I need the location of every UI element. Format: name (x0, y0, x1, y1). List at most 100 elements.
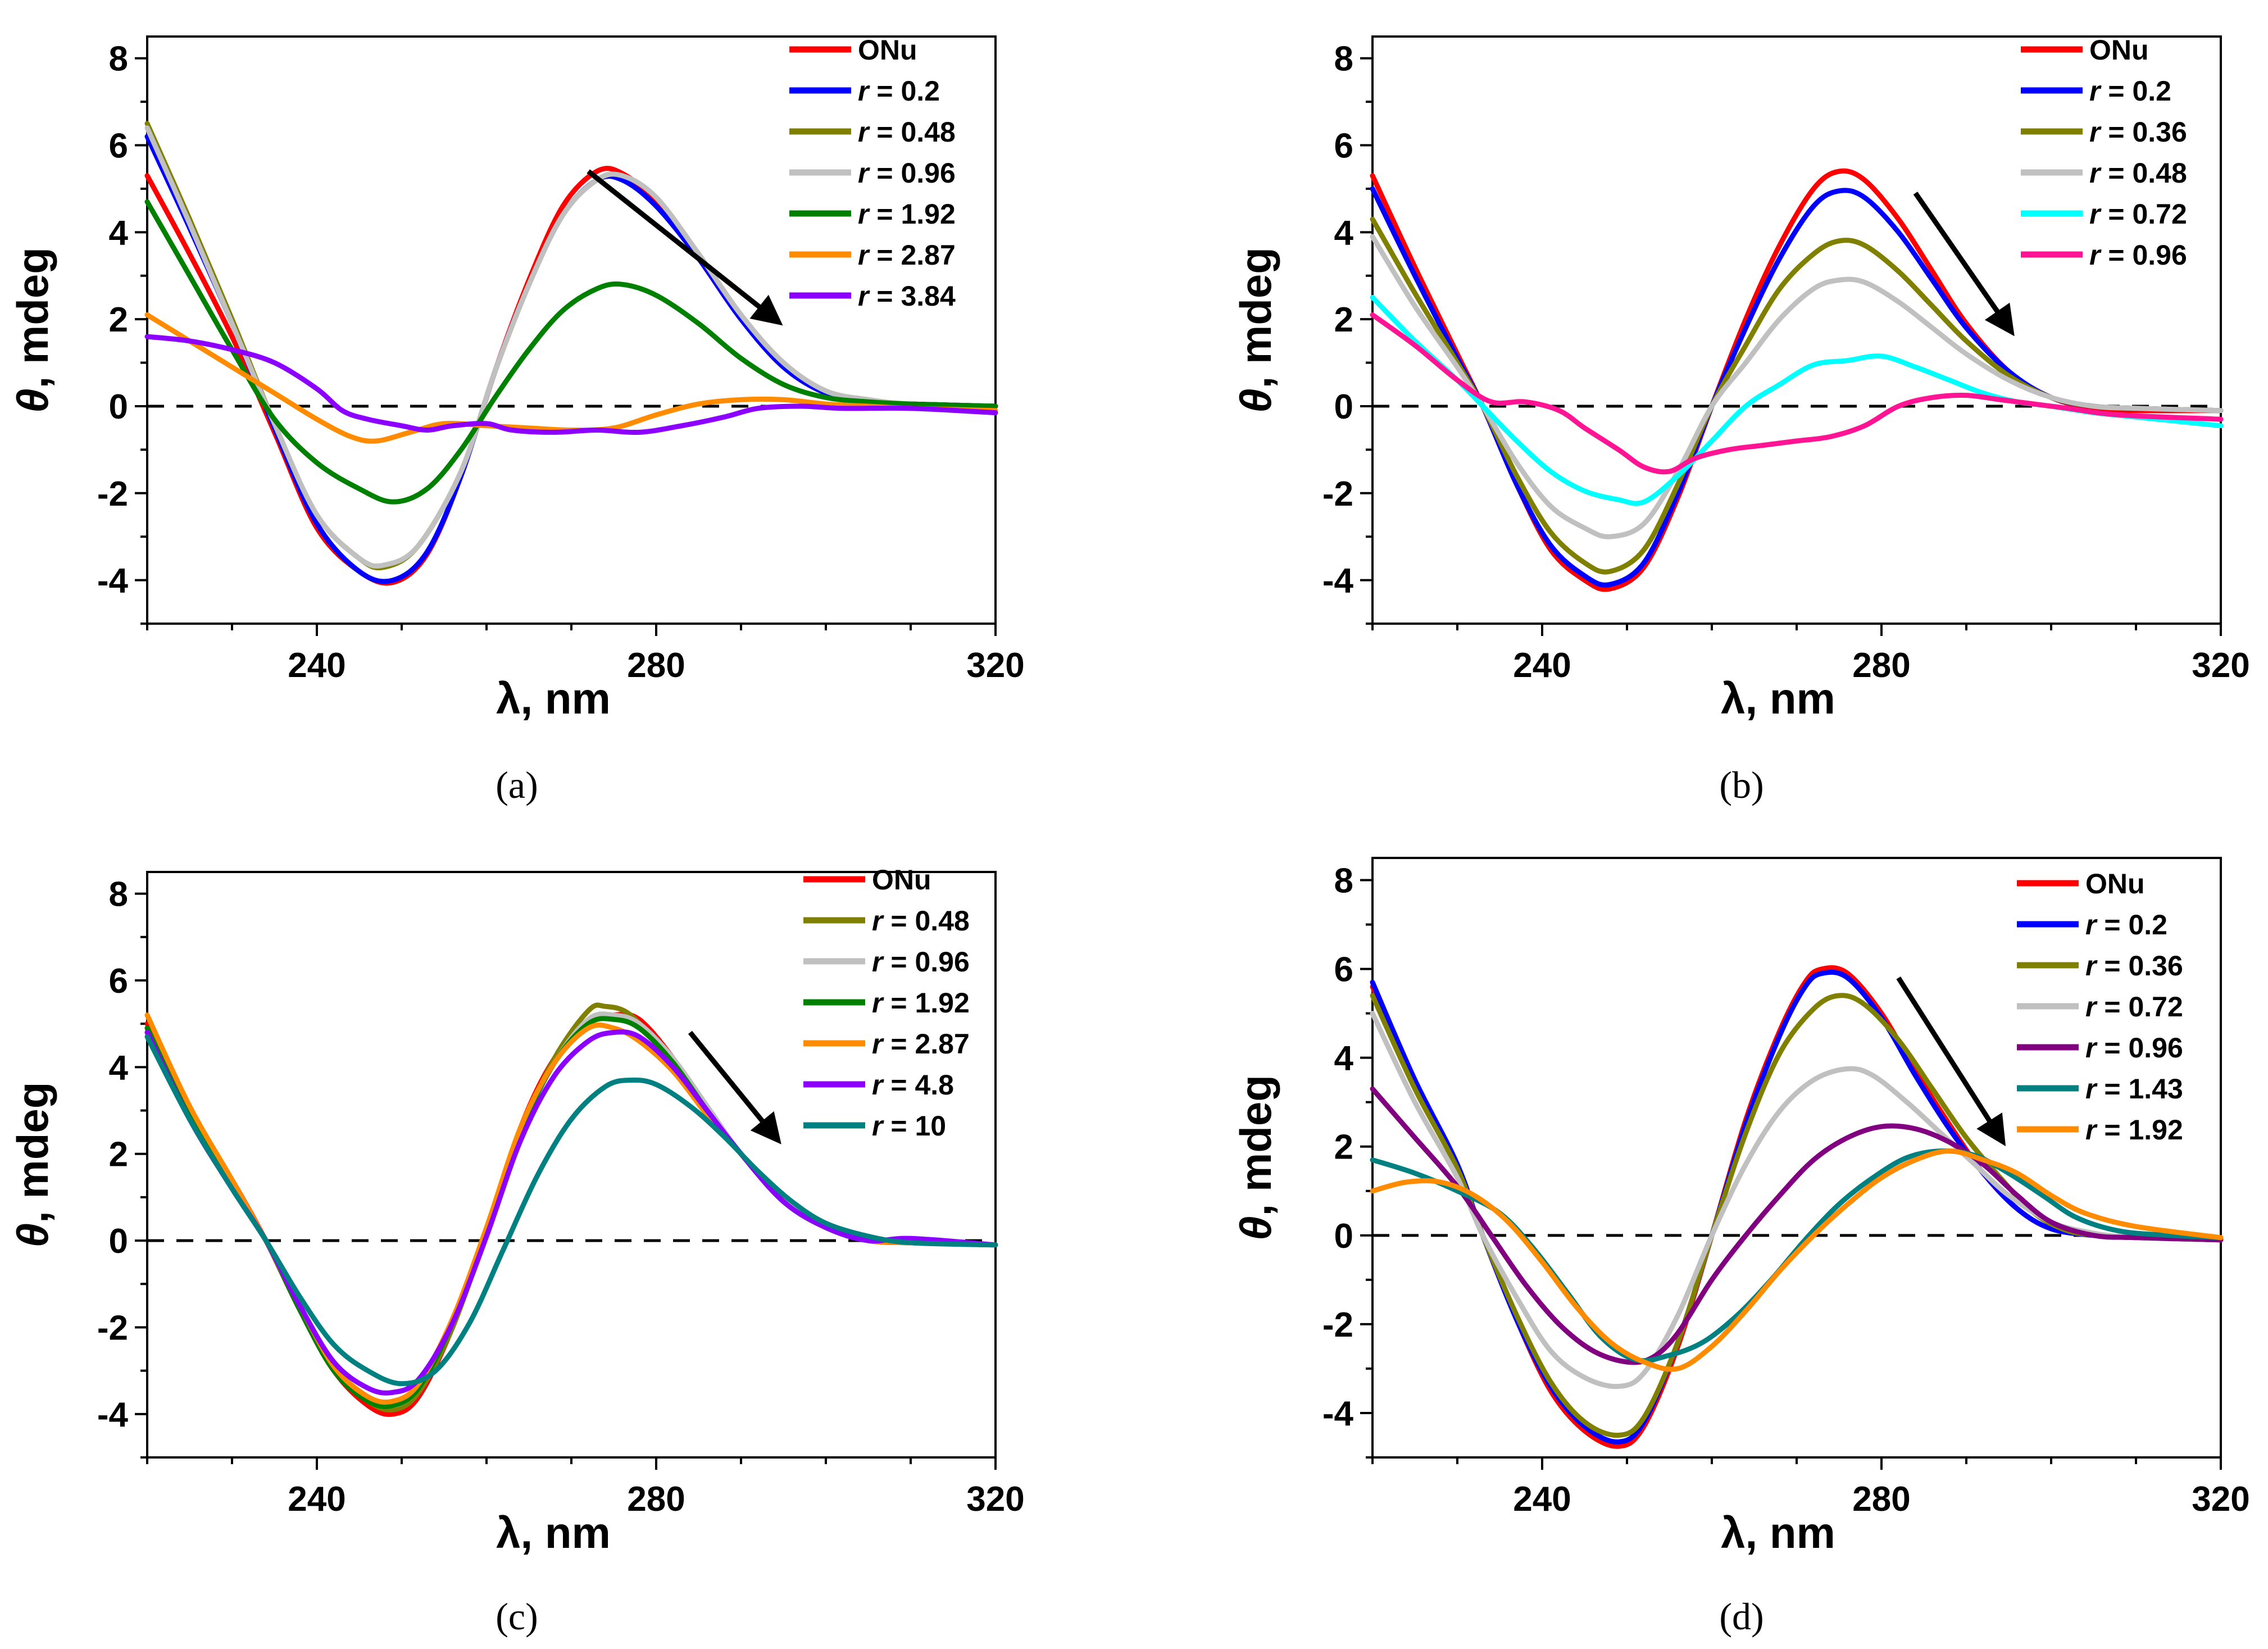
x-axis-ticks: 240 280 320 (1371, 624, 2250, 685)
y-axis-label: θ, mdeg (1231, 247, 1280, 413)
legend-label-value: = 0.96 (2100, 239, 2187, 271)
legend-label-symbol: r (872, 1110, 884, 1142)
x-axis-ticks: 240 280 320 (146, 624, 1025, 685)
legend-label: r = 0.96 (872, 946, 970, 978)
y-axis-unit: , mdeg (1231, 247, 1280, 388)
legend-label-symbol: r (2089, 116, 2102, 148)
series-line (144, 1029, 998, 1396)
y-tick-label: 6 (1334, 951, 1353, 989)
legend-label-value: = 0.36 (2096, 950, 2183, 982)
y-axis-label: θ, mdeg (8, 1082, 57, 1248)
y-tick-label: 2 (1334, 1128, 1353, 1167)
y-tick-label: 4 (109, 213, 129, 252)
x-tick-label: 280 (627, 646, 685, 685)
legend-label: r = 0.36 (2085, 950, 2183, 982)
series-line (144, 199, 998, 505)
x-tick-label: 280 (1852, 1480, 1910, 1519)
legend-label-value: = 0.96 (883, 946, 969, 978)
legend-label: r = 0.96 (858, 157, 956, 189)
legend-label: ONu (872, 864, 931, 896)
legend-label: r = 0.36 (2089, 116, 2187, 148)
y-tick-label: -2 (1322, 475, 1353, 514)
series-line (144, 1011, 998, 1417)
trend-arrow (587, 169, 783, 326)
y-tick-label: 6 (109, 962, 128, 1001)
panel-label: (c) (496, 1595, 538, 1638)
series-line (144, 1011, 998, 1409)
series-line (1370, 1086, 2224, 1365)
y-tick-label: -4 (97, 562, 129, 601)
y-tick-label: -4 (1322, 1394, 1354, 1433)
legend-label-symbol: r (858, 280, 870, 312)
legend-label-symbol: r (858, 75, 870, 107)
legend-label: r = 1.92 (872, 987, 970, 1019)
y-tick-label: 6 (109, 127, 128, 166)
series-line (1370, 234, 2224, 539)
legend-label: r = 0.96 (2085, 1032, 2183, 1064)
legend-label-value: = 0.48 (883, 905, 969, 937)
series-line (144, 312, 998, 444)
y-tick-label: 8 (1334, 862, 1353, 901)
legend-label: r = 3.84 (858, 280, 956, 312)
legend-label-symbol: r (2089, 75, 2102, 107)
legend-label-symbol: r (2085, 909, 2098, 941)
y-axis-symbol: θ (1231, 388, 1280, 413)
legend-label-value: = 0.36 (2100, 116, 2187, 148)
series-line (144, 334, 998, 435)
legend-label-symbol: r (872, 1069, 884, 1101)
panel-label: (b) (1719, 764, 1764, 806)
y-tick-label: -4 (1322, 562, 1354, 601)
y-tick-label: -2 (1322, 1306, 1353, 1344)
legend-label-symbol: r (872, 1028, 884, 1060)
legend-label-value: ONu (2089, 34, 2149, 66)
series-lines (1370, 965, 2224, 1449)
x-axis-label: λ, nm (1721, 1508, 1835, 1557)
legend-label-symbol: r (858, 239, 870, 271)
legend-label-symbol: r (872, 987, 884, 1019)
series-line (1370, 312, 2224, 475)
y-axis-ticks: -4 -2 0 2 4 6 8 (97, 875, 147, 1459)
series-line (1370, 294, 2224, 506)
series-line (1370, 1148, 2224, 1372)
y-axis-symbol: θ (8, 388, 57, 413)
legend-label: r = 1.92 (858, 198, 956, 230)
y-axis-unit: , mdeg (8, 1082, 57, 1223)
legend-label: ONu (2085, 868, 2145, 900)
y-axis-symbol: θ (1231, 1216, 1280, 1241)
x-axis-label: λ, nm (496, 1508, 611, 1557)
y-tick-label: -2 (97, 475, 128, 514)
legend-label-symbol: r (858, 116, 870, 148)
legend-label-value: = 4.8 (883, 1069, 954, 1101)
x-tick-label: 320 (2192, 1480, 2249, 1519)
legend-label: r = 4.8 (872, 1069, 954, 1101)
legend-label-value: = 0.72 (2096, 991, 2183, 1023)
y-tick-label: 2 (109, 1135, 128, 1174)
x-tick-label: 240 (288, 646, 346, 685)
legend-label-value: = 0.96 (2096, 1032, 2183, 1064)
y-axis-label: θ, mdeg (1231, 1075, 1280, 1241)
legend-label-value: = 1.92 (883, 987, 969, 1019)
x-tick-label: 280 (1852, 646, 1910, 685)
legend-label-symbol: r (2085, 1114, 2098, 1146)
legend: ONu r = 0.2 r = 0.36 r = 0.72 r = 0.96 r = 1.… (2017, 868, 2183, 1146)
legend-label: r = 0.2 (2085, 909, 2167, 941)
y-tick-label: 4 (1334, 213, 1354, 252)
y-tick-label: 4 (109, 1048, 129, 1087)
legend-label: r = 0.2 (2089, 75, 2171, 107)
series-line (144, 1034, 998, 1387)
x-tick-label: 320 (966, 646, 1024, 685)
legend-label-symbol: r (2089, 157, 2102, 189)
legend-label-value: = 10 (883, 1110, 946, 1142)
legend-label-symbol: r (872, 905, 884, 937)
legend-label-value: = 1.92 (2096, 1114, 2183, 1146)
legend-label-value: = 2.87 (869, 239, 955, 271)
y-axis-unit: , mdeg (8, 247, 57, 388)
series-line (144, 166, 998, 586)
trend-arrow (1896, 976, 2006, 1147)
legend-label-value: = 0.96 (869, 157, 955, 189)
series-line (144, 1016, 998, 1409)
x-axis-label: λ, nm (496, 674, 611, 723)
